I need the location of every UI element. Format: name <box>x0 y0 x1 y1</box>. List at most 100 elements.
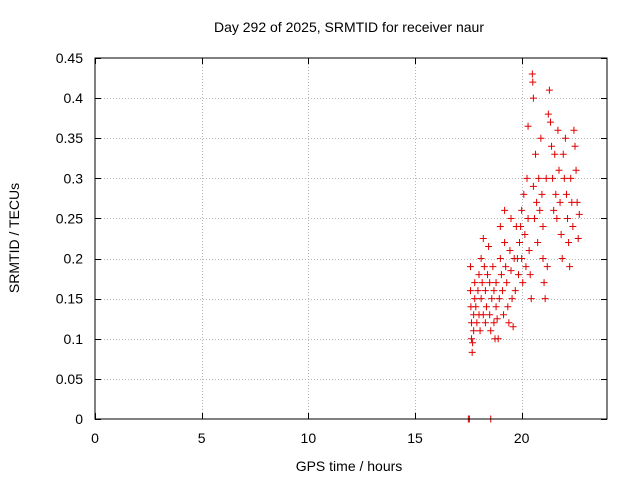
data-point <box>517 222 525 230</box>
data-point <box>575 210 583 218</box>
data-point <box>494 335 502 343</box>
data-point <box>538 190 546 198</box>
data-point <box>516 239 524 247</box>
data-point <box>481 319 489 327</box>
data-point <box>478 279 486 287</box>
data-point <box>548 142 556 150</box>
data-point <box>565 239 573 247</box>
data-point <box>498 287 506 295</box>
data-point <box>479 235 487 242</box>
data-point <box>471 279 479 287</box>
data-point <box>527 295 535 303</box>
data-point <box>518 255 526 263</box>
data-point <box>489 263 497 271</box>
data-point <box>530 214 538 222</box>
data-point <box>504 303 512 311</box>
data-point <box>570 126 578 134</box>
data-point <box>521 230 529 238</box>
data-point <box>503 279 511 287</box>
data-point <box>473 319 481 327</box>
data-point <box>500 311 508 319</box>
data-point <box>486 279 494 287</box>
data-point <box>572 166 580 174</box>
data-point <box>545 86 553 94</box>
data-point <box>537 134 545 142</box>
data-point <box>466 263 474 271</box>
data-point <box>561 134 569 142</box>
data-point <box>485 243 493 251</box>
x-tick-label: 20 <box>514 430 530 446</box>
chart-title: Day 292 of 2025, SRMTID for receiver nau… <box>214 19 484 35</box>
y-tick-label: 0.1 <box>64 331 84 347</box>
data-point <box>507 267 515 275</box>
data-point <box>487 327 495 335</box>
data-point <box>552 190 560 198</box>
data-point <box>541 295 549 303</box>
data-point <box>524 214 532 222</box>
data-point <box>544 110 552 118</box>
data-point <box>509 323 517 331</box>
data-point <box>481 287 489 295</box>
data-point <box>469 339 477 347</box>
data-point <box>522 263 530 271</box>
x-tick-label: 10 <box>301 430 317 446</box>
x-tick-label: 0 <box>91 430 99 446</box>
data-point <box>557 230 565 238</box>
data-point <box>518 206 526 214</box>
data-point <box>540 279 548 287</box>
data-point <box>523 174 531 182</box>
data-point <box>555 166 563 174</box>
data-point <box>543 263 551 271</box>
data-point <box>559 150 567 158</box>
data-point <box>542 174 550 182</box>
data-point <box>508 295 516 303</box>
data-point <box>569 222 577 230</box>
data-point <box>474 287 482 295</box>
data-point <box>479 311 487 319</box>
data-point <box>492 303 500 311</box>
data-point <box>533 198 541 206</box>
data-point <box>536 206 544 214</box>
data-point <box>496 255 504 263</box>
data-point <box>496 222 504 230</box>
y-tick-label: 0.2 <box>64 251 84 267</box>
data-point <box>524 122 532 130</box>
data-point <box>571 142 579 150</box>
plot-frame <box>94 57 608 420</box>
data-point <box>471 295 479 303</box>
data-point <box>472 303 480 311</box>
data-point <box>511 287 519 295</box>
data-point <box>535 174 543 182</box>
data-point <box>492 279 500 287</box>
x-axis-label: GPS time / hours <box>296 458 403 474</box>
data-point <box>468 335 476 343</box>
data-point <box>501 206 509 214</box>
x-tick-label: 5 <box>198 430 206 446</box>
data-point <box>497 271 505 279</box>
data-point <box>551 150 559 158</box>
data-point <box>495 295 503 303</box>
data-point <box>567 174 575 182</box>
x-tick-label: 15 <box>407 430 423 446</box>
data-point <box>574 235 582 242</box>
y-tick-label: 0.35 <box>56 130 83 146</box>
data-point <box>562 190 570 198</box>
data-point <box>493 315 501 323</box>
data-point <box>549 174 557 182</box>
data-point <box>468 348 476 356</box>
data-point <box>514 271 522 279</box>
label-layer: 0 5 10 15 20 0 0.05 0.1 0.15 0.2 0.25 0.3 0.35 0.4 0.4… <box>56 50 530 446</box>
data-point <box>556 198 564 206</box>
data-point <box>534 239 542 247</box>
y-tick-label: 0.3 <box>64 170 84 186</box>
tick-layer <box>95 58 607 420</box>
data-point <box>560 174 568 182</box>
data-point <box>529 94 537 102</box>
data-point <box>539 255 547 263</box>
data-point <box>502 263 510 271</box>
data-point <box>529 182 537 190</box>
data-point <box>506 247 514 255</box>
